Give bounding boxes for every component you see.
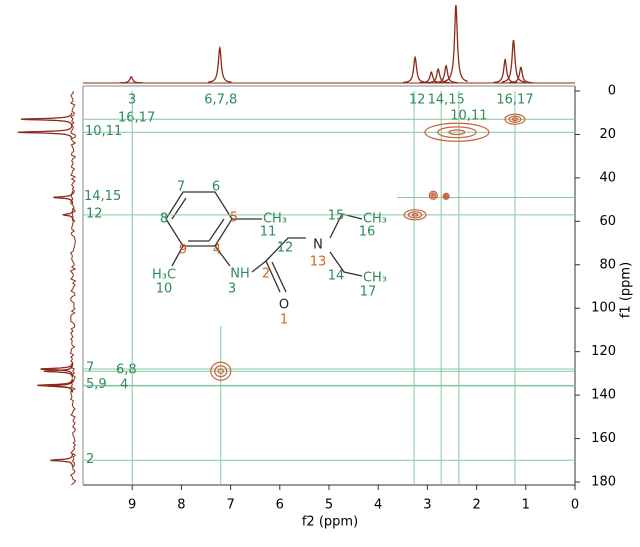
spectrum-peak xyxy=(403,55,428,84)
atom-label: 2 xyxy=(262,267,270,282)
cross-peak xyxy=(511,117,519,122)
atom-label: H₃C xyxy=(152,268,176,283)
spectrum-peak xyxy=(61,208,74,222)
spectrum-peak xyxy=(17,125,73,139)
cross-peak xyxy=(210,361,232,381)
atom-label: 5 xyxy=(230,211,238,226)
atom-label: 3 xyxy=(228,282,236,297)
guide-label: 16,17 xyxy=(118,111,155,126)
guide-label: 16,17 xyxy=(496,93,533,108)
atom-label: CH₃ xyxy=(263,212,287,227)
atom-label: 14 xyxy=(328,269,345,284)
y-tick-label: 100 xyxy=(591,301,616,316)
atom-label: 7 xyxy=(177,180,185,195)
spectrum-peak xyxy=(443,4,468,83)
x-axis-label: f2 (ppm) xyxy=(302,515,358,530)
spectrum-peak xyxy=(43,364,74,378)
x-tick-label: 3 xyxy=(423,498,431,513)
x-tick-label: 6 xyxy=(276,498,284,513)
y-tick-label: 180 xyxy=(591,475,616,490)
y-tick-label: 0 xyxy=(608,84,616,99)
atom-label: CH₃ xyxy=(363,212,387,227)
cross-peak xyxy=(444,195,448,198)
x-tick-label: 8 xyxy=(177,498,185,513)
atom-label: 15 xyxy=(328,209,345,224)
atom-label: 9 xyxy=(179,243,187,258)
cross-peak xyxy=(407,211,423,219)
spectrum-peak xyxy=(426,67,450,84)
guide-label: 3 xyxy=(128,93,136,108)
spectrum-peak xyxy=(509,66,533,84)
x-tick-label: 4 xyxy=(374,498,382,513)
cross-peak xyxy=(508,115,522,123)
spectrum-peak xyxy=(207,45,232,83)
cross-peak xyxy=(430,192,437,199)
atom-label: CH₃ xyxy=(363,271,387,286)
y-tick-label: 60 xyxy=(599,214,616,229)
cross-peak xyxy=(448,129,466,136)
cross-peak xyxy=(437,126,477,139)
atom-label: 10 xyxy=(156,282,173,297)
guide-label: 14,15 xyxy=(84,189,121,204)
cross-peak xyxy=(424,122,490,142)
spectrum-peak xyxy=(434,64,458,84)
y-tick-label: 20 xyxy=(599,127,616,142)
x-tick-label: 9 xyxy=(128,498,136,513)
y-tick-label: 80 xyxy=(599,257,616,272)
guide-label: 10,11 xyxy=(450,109,487,124)
cross-peak xyxy=(428,190,438,200)
cross-peak xyxy=(431,193,435,197)
atom-label: 17 xyxy=(360,285,377,300)
guide-label: 2 xyxy=(86,452,94,467)
atom-label: 13 xyxy=(310,255,327,270)
y-tick-label: 160 xyxy=(591,431,616,446)
spectrum-peak xyxy=(53,190,74,205)
x-tick-label: 1 xyxy=(522,498,530,513)
spectrum-peak xyxy=(501,39,526,83)
atom-label: 4 xyxy=(213,243,221,258)
spectrum-peak xyxy=(40,362,74,376)
atom-label: N xyxy=(313,238,323,253)
atom-label: 11 xyxy=(260,225,277,240)
atom-label: 12 xyxy=(277,241,294,256)
y-tick-label: 140 xyxy=(591,388,616,403)
spectrum-peak xyxy=(46,379,74,393)
spectrum-peak xyxy=(493,57,517,84)
spectrum-peak xyxy=(119,76,143,84)
cross-peak xyxy=(214,365,228,378)
cross-peak xyxy=(442,192,450,200)
atom-label: 1 xyxy=(280,313,288,328)
cross-peak xyxy=(411,212,419,217)
y-tick-label: 40 xyxy=(599,170,616,185)
atom-label: O xyxy=(279,298,289,313)
atom-label: 8 xyxy=(160,212,168,227)
guide-label: 14,15 xyxy=(428,93,465,108)
y-tick-label: 120 xyxy=(591,344,616,359)
x-tick-label: 2 xyxy=(472,498,480,513)
spectrum-peak xyxy=(20,112,73,127)
x-tick-label: 0 xyxy=(571,498,579,513)
guide-label: 6,7,8 xyxy=(204,93,237,108)
molecule-bonds xyxy=(165,191,363,293)
cross-peak xyxy=(443,193,449,199)
atom-label: 6 xyxy=(212,180,220,195)
spectrum-peak xyxy=(50,453,74,467)
cross-peak xyxy=(217,368,224,375)
guide-label: 10,11 xyxy=(85,124,122,139)
guide-label: 5,9 xyxy=(86,377,107,392)
x-tick-label: 7 xyxy=(226,498,234,513)
guide-label: 12 xyxy=(86,206,103,221)
atom-label: NH xyxy=(230,267,250,282)
guide-label: 12 xyxy=(409,93,426,108)
guide-label: 7 xyxy=(86,361,94,376)
x-tick-label: 5 xyxy=(325,498,333,513)
cross-peak xyxy=(403,209,427,221)
noise xyxy=(69,90,77,486)
atom-label: 16 xyxy=(359,225,376,240)
cross-peak xyxy=(504,113,526,125)
guide-label: 4 xyxy=(120,377,128,392)
guide-label: 6,8 xyxy=(116,363,137,378)
y-axis-label: f1 (ppm) xyxy=(619,262,634,318)
